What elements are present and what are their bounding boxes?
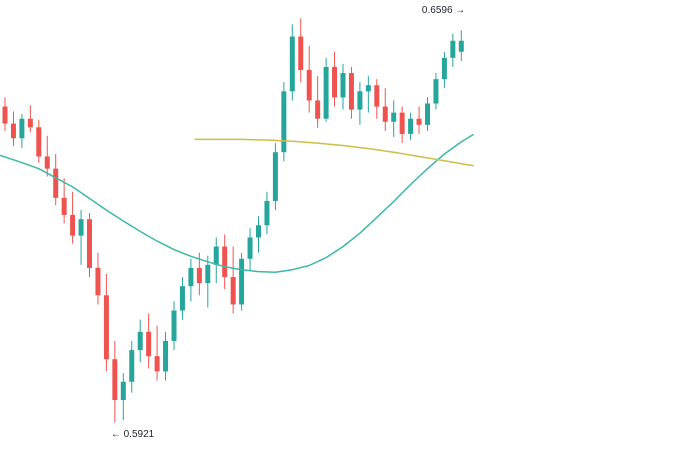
high-price-annotation: 0.6596 →	[421, 4, 466, 16]
price-axis[interactable]: 0.6592 0.6406 0.6314 0.6224 0.6135 0.604…	[628, 0, 680, 453]
low-price-annotation: ← 0.5921	[110, 428, 155, 440]
